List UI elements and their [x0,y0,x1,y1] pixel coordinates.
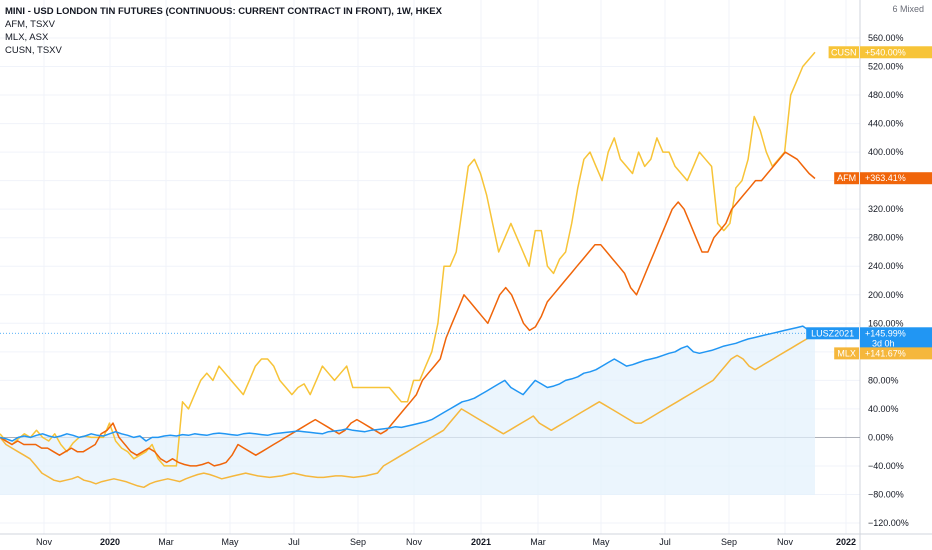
legend-symbol-afm[interactable]: AFM, TSXV [5,19,55,30]
y-tick-label: 0.00% [868,432,894,442]
x-tick-label: Jul [659,537,671,547]
y-tick-label: 400.00% [868,147,904,157]
legend-symbol-cusn[interactable]: CUSN, TSXV [5,45,62,56]
x-tick-label: Nov [406,537,423,547]
chart-legend: MINI - USD LONDON TIN FUTURES (CONTINUOU… [5,5,442,57]
x-tick-label: Sep [721,537,737,547]
x-tick-label: May [592,537,610,547]
tag-afm-value-box [860,172,932,185]
y-tick-label: 280.00% [868,233,904,243]
y-tick-label: −120.00% [868,518,909,528]
tag-afm-value: +363.41% [865,173,906,183]
tag-mlx-value: +141.67% [865,348,906,358]
y-tick-label: 200.00% [868,290,904,300]
x-tick-label: Sep [350,537,366,547]
x-tick-label: Nov [777,537,794,547]
x-tick-label: May [221,537,239,547]
tag-cusn-label-box [828,46,859,59]
y-tick-label: −40.00% [868,461,904,471]
x-tick-label: 2020 [100,537,120,547]
y-tick-label: 160.00% [868,318,904,328]
y-tick-label: 440.00% [868,119,904,129]
y-tick-label: 520.00% [868,62,904,72]
tag-afm-label-box [834,172,859,185]
tag-lusz2021-label-box [806,327,859,340]
tag-mlx-value-box [860,347,932,360]
tag-afm-label: AFM [837,173,856,183]
tag-cusn-label: CUSN [831,47,857,57]
x-tick-label: Mar [158,537,174,547]
x-tick-label: Nov [36,537,53,547]
series-mlx-line[interactable] [0,335,816,489]
y-tick-label: 80.00% [868,375,899,385]
x-tick-label: 2021 [471,537,491,547]
tag-cusn-value-box [860,46,932,59]
tag-mlx-label: MLX [837,348,856,358]
legend-symbol-mlx[interactable]: MLX, ASX [5,32,49,43]
x-tick-label: Mar [530,537,546,547]
y-tick-label: 240.00% [868,261,904,271]
tag-lusz2021-value-box [860,327,932,350]
series-lusz2021-line[interactable] [0,325,816,442]
y-tick-label: 560.00% [868,33,904,43]
y-tick-label: 480.00% [868,90,904,100]
x-tick-label: 2022 [836,537,856,547]
y-tick-label: 320.00% [868,204,904,214]
tag-cusn-value: +540.00% [865,47,906,57]
tag-lusz2021-value: +145.99% [865,328,906,338]
series-lusz2021-area [0,326,815,495]
series-cusn-line[interactable] [0,51,816,467]
tag-lusz2021-label: LUSZ2021 [811,328,854,338]
legend-main-symbol[interactable]: MINI - USD LONDON TIN FUTURES (CONTINUOU… [5,6,442,17]
y-tick-label: −80.00% [868,489,904,499]
tag-lusz2021-countdown: 3d 0h [872,338,895,348]
y-tick-label: 40.00% [868,404,899,414]
scale-mode-label[interactable]: 6 Mixed [892,4,924,14]
x-tick-label: Jul [288,537,300,547]
tag-mlx-label-box [834,347,859,360]
series-afm-line[interactable] [0,151,816,467]
